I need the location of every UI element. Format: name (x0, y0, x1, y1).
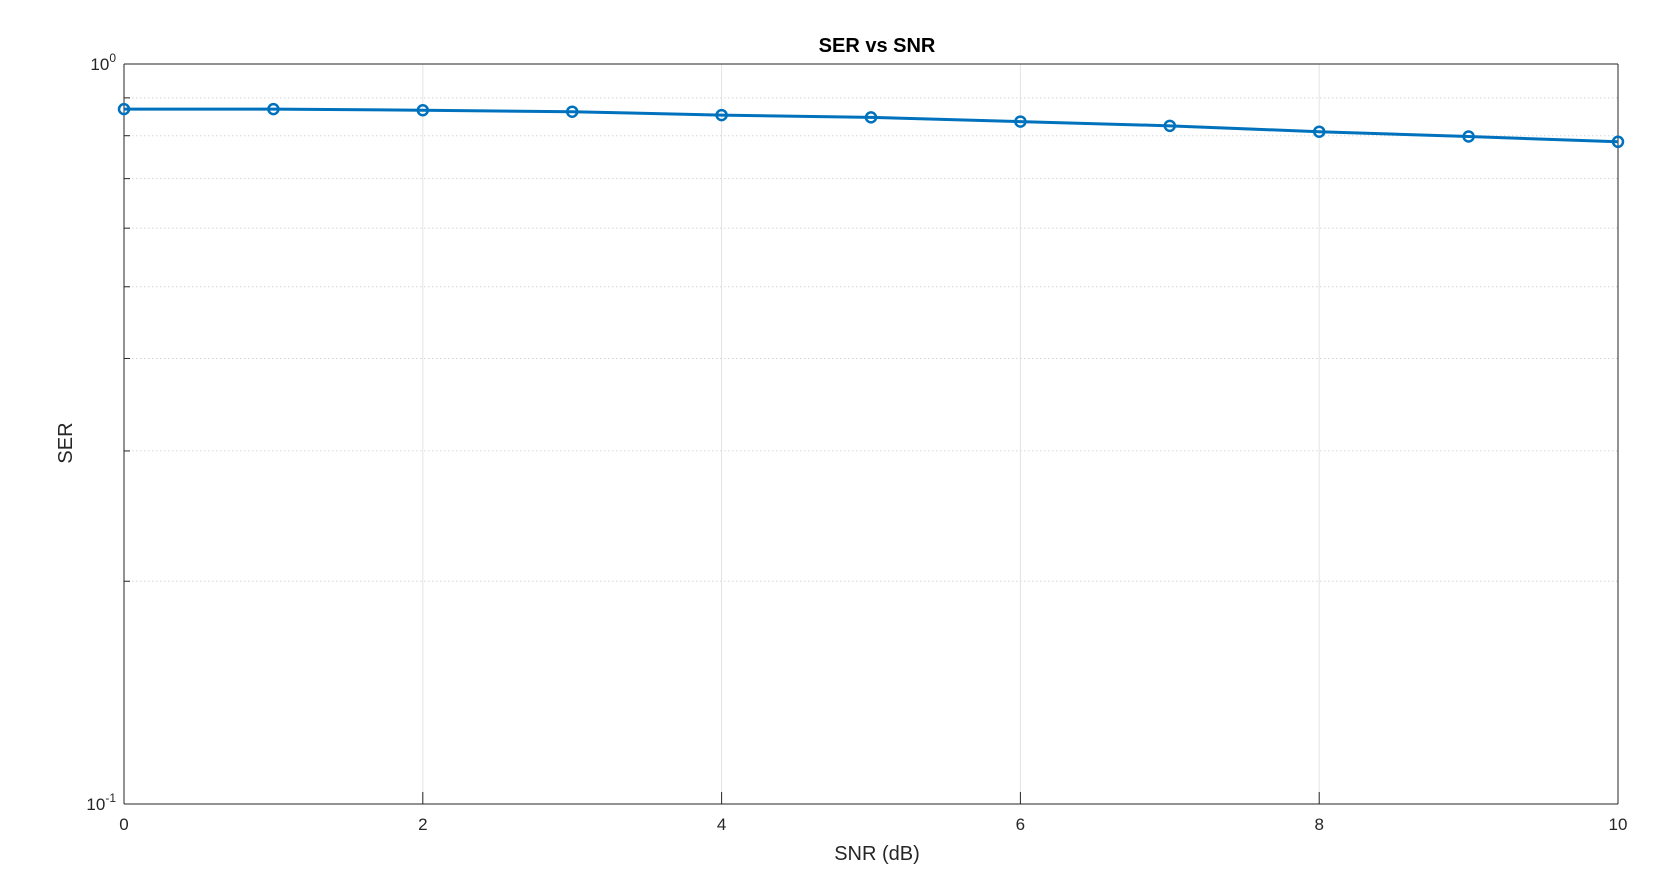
data-point (1312, 125, 1326, 138)
axes (123, 63, 1619, 805)
data-point (1611, 135, 1625, 149)
data-point (1163, 119, 1177, 133)
data-point (1462, 130, 1475, 143)
series-line (124, 107, 1619, 144)
x-tick-label: 2 (418, 815, 427, 834)
y-axis-label: SER (55, 422, 77, 463)
y-tick-label: 100 (90, 51, 116, 74)
x-tick-label: 8 (1314, 815, 1323, 834)
x-tick-label: 4 (717, 815, 726, 834)
series (117, 102, 1625, 149)
data-point (1014, 115, 1027, 128)
chart-title: SER vs SNR (819, 35, 936, 57)
x-axis-label: SNR (dB) (834, 843, 920, 865)
ticks: 0 2 4 6 8 10 100 10-1 (86, 51, 1627, 834)
grid (124, 64, 1618, 804)
data-point (715, 108, 728, 122)
x-tick-label: 6 (1016, 815, 1025, 834)
x-tick-label: 0 (119, 815, 128, 834)
data-point (565, 105, 579, 118)
data-point (267, 102, 280, 116)
y-tick-label: 10-1 (86, 791, 116, 814)
data-point (864, 111, 878, 124)
x-tick-label: 10 (1609, 815, 1628, 834)
data-point (117, 102, 131, 116)
plot-area (124, 64, 1618, 804)
data-point (416, 103, 430, 117)
